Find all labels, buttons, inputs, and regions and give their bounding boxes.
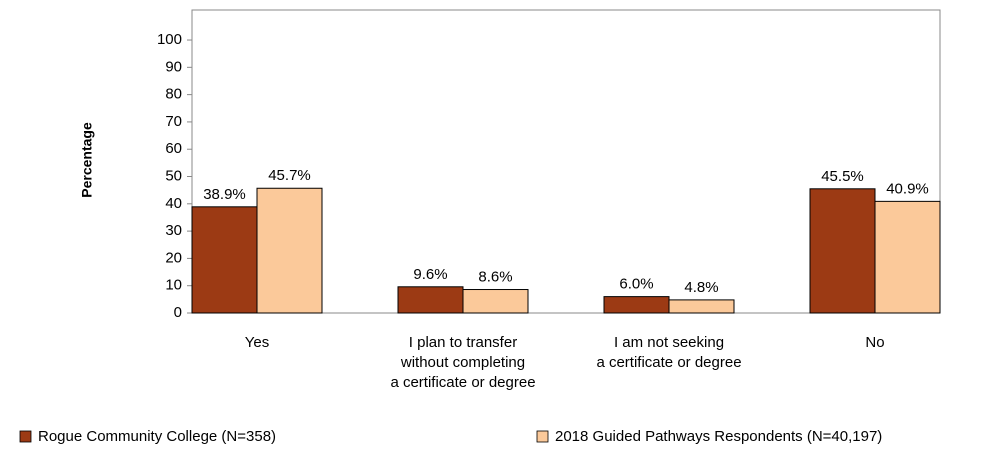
y-tick-label: 10 bbox=[165, 277, 182, 294]
y-tick-label: 100 bbox=[157, 31, 182, 48]
x-tick-label: No bbox=[865, 334, 884, 351]
bar bbox=[191, 206, 258, 314]
y-tick-label: 80 bbox=[165, 86, 182, 103]
x-tick-label: I plan to transfer without completing a ce… bbox=[390, 334, 535, 391]
legend-swatch bbox=[536, 430, 549, 443]
data-label: 4.8% bbox=[684, 279, 718, 296]
bar bbox=[809, 188, 876, 314]
legend-swatch bbox=[19, 430, 32, 443]
x-tick-label: Yes bbox=[245, 334, 269, 351]
legend-label: 2018 Guided Pathways Respondents (N=40,1… bbox=[555, 428, 882, 445]
y-tick-label: 20 bbox=[165, 249, 182, 266]
legend-label: Rogue Community College (N=358) bbox=[38, 428, 276, 445]
y-axis-label: Percentage bbox=[79, 122, 95, 198]
data-label: 45.5% bbox=[821, 168, 864, 185]
data-label: 38.9% bbox=[203, 186, 246, 203]
data-label: 9.6% bbox=[413, 266, 447, 283]
plot-frame bbox=[191, 9, 941, 314]
y-tick-label: 90 bbox=[165, 58, 182, 75]
bar bbox=[256, 187, 323, 314]
x-tick-label: I am not seeking a certificate or degree bbox=[596, 334, 741, 371]
y-tick-label: 70 bbox=[165, 113, 182, 130]
bar bbox=[668, 299, 735, 314]
bar bbox=[874, 200, 941, 314]
bar bbox=[462, 289, 529, 314]
data-label: 45.7% bbox=[268, 167, 311, 184]
bar bbox=[397, 286, 464, 314]
bar bbox=[603, 296, 670, 314]
y-tick-label: 50 bbox=[165, 167, 182, 184]
data-label: 6.0% bbox=[619, 276, 653, 293]
y-tick-label: 60 bbox=[165, 140, 182, 157]
data-label: 40.9% bbox=[886, 180, 929, 197]
y-tick-label: 0 bbox=[174, 304, 182, 321]
y-tick-label: 40 bbox=[165, 195, 182, 212]
y-tick-label: 30 bbox=[165, 222, 182, 239]
data-label: 8.6% bbox=[478, 268, 512, 285]
